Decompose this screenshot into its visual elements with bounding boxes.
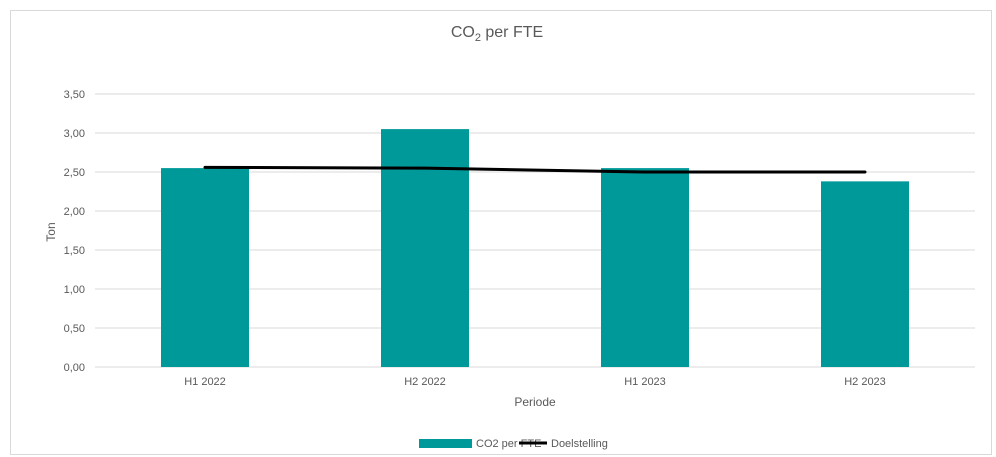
target-line [203,165,867,174]
chart-title: CO2 per FTE [451,24,543,44]
y-tick-label: 0,00 [64,362,85,374]
title-main: CO [451,24,475,41]
title-rest: per FTE [481,24,543,41]
bar [601,168,689,367]
x-tick-label: H1 2022 [184,376,226,388]
bar [161,168,249,367]
y-tick-label: 2,50 [64,167,85,179]
y-tick-label: 0,50 [64,323,85,335]
y-tick-label: 1,50 [64,245,85,257]
x-axis-title: Periode [514,395,556,409]
line-series [203,165,867,174]
bar-series [161,129,909,367]
y-tick-label: 3,00 [64,128,85,140]
title-subscript: 2 [475,32,481,44]
x-tick-label: H1 2023 [624,376,666,388]
y-tick-labels: 0,00 0,50 1,00 1,50 2,00 2,50 3,00 3,50 [64,89,85,374]
x-tick-label: H2 2023 [844,376,886,388]
y-axis-title: Ton [44,222,58,241]
legend-label: CO2 per FTE [476,438,541,450]
bar [821,181,909,367]
legend-swatch-bar [419,439,472,448]
x-tick-labels: H1 2022 H2 2022 H1 2023 H2 2023 [184,376,886,388]
legend-label: Doelstelling [551,438,608,450]
y-tick-label: 3,50 [64,89,85,101]
x-tick-label: H2 2022 [404,376,446,388]
legend: CO2 per FTE Doelstelling [419,438,608,450]
y-tick-label: 1,00 [64,284,85,296]
y-tick-label: 2,00 [64,206,85,218]
bar [381,129,469,367]
